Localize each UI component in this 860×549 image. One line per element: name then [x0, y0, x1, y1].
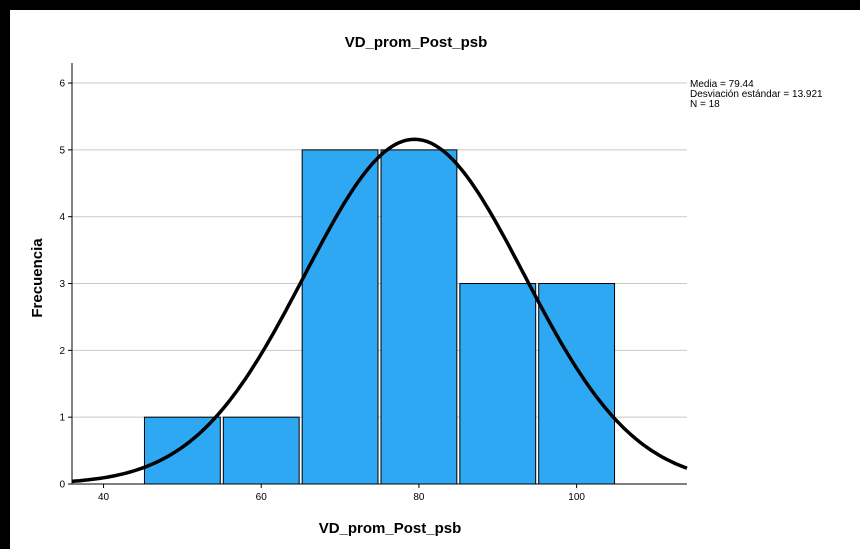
y-tick-label: 2 — [59, 346, 65, 357]
x-tick-label: 80 — [413, 492, 425, 503]
stats-n: N = 18 — [690, 100, 823, 110]
histogram-bar — [381, 150, 457, 484]
x-axis-label: VD_prom_Post_psb — [319, 520, 462, 537]
chart-title: VD_prom_Post_psb — [345, 34, 488, 51]
y-axis-label: Frecuencia — [29, 238, 46, 318]
chart-frame: 0 1 2 3 4 5 6 40 60 80 100 VD_prom_Post_psb VD_pro… — [10, 10, 860, 549]
y-tick-label: 4 — [59, 212, 65, 223]
y-tick-label: 0 — [59, 480, 65, 491]
x-tick-label: 100 — [568, 492, 585, 503]
histogram-bar — [223, 417, 299, 484]
y-tick-label: 6 — [59, 79, 65, 90]
histogram-bar — [144, 417, 220, 484]
y-tick-label: 5 — [59, 145, 65, 156]
x-tick-label: 60 — [256, 492, 268, 503]
y-tick-label: 1 — [59, 413, 65, 424]
y-tick-label: 3 — [59, 279, 65, 290]
stats-box: Media = 79.44 Desviación estándar = 13.9… — [690, 80, 823, 110]
x-tick-label: 40 — [98, 492, 110, 503]
histogram-bar — [460, 284, 536, 484]
histogram-bar — [302, 150, 378, 484]
histogram-bar — [539, 284, 615, 484]
